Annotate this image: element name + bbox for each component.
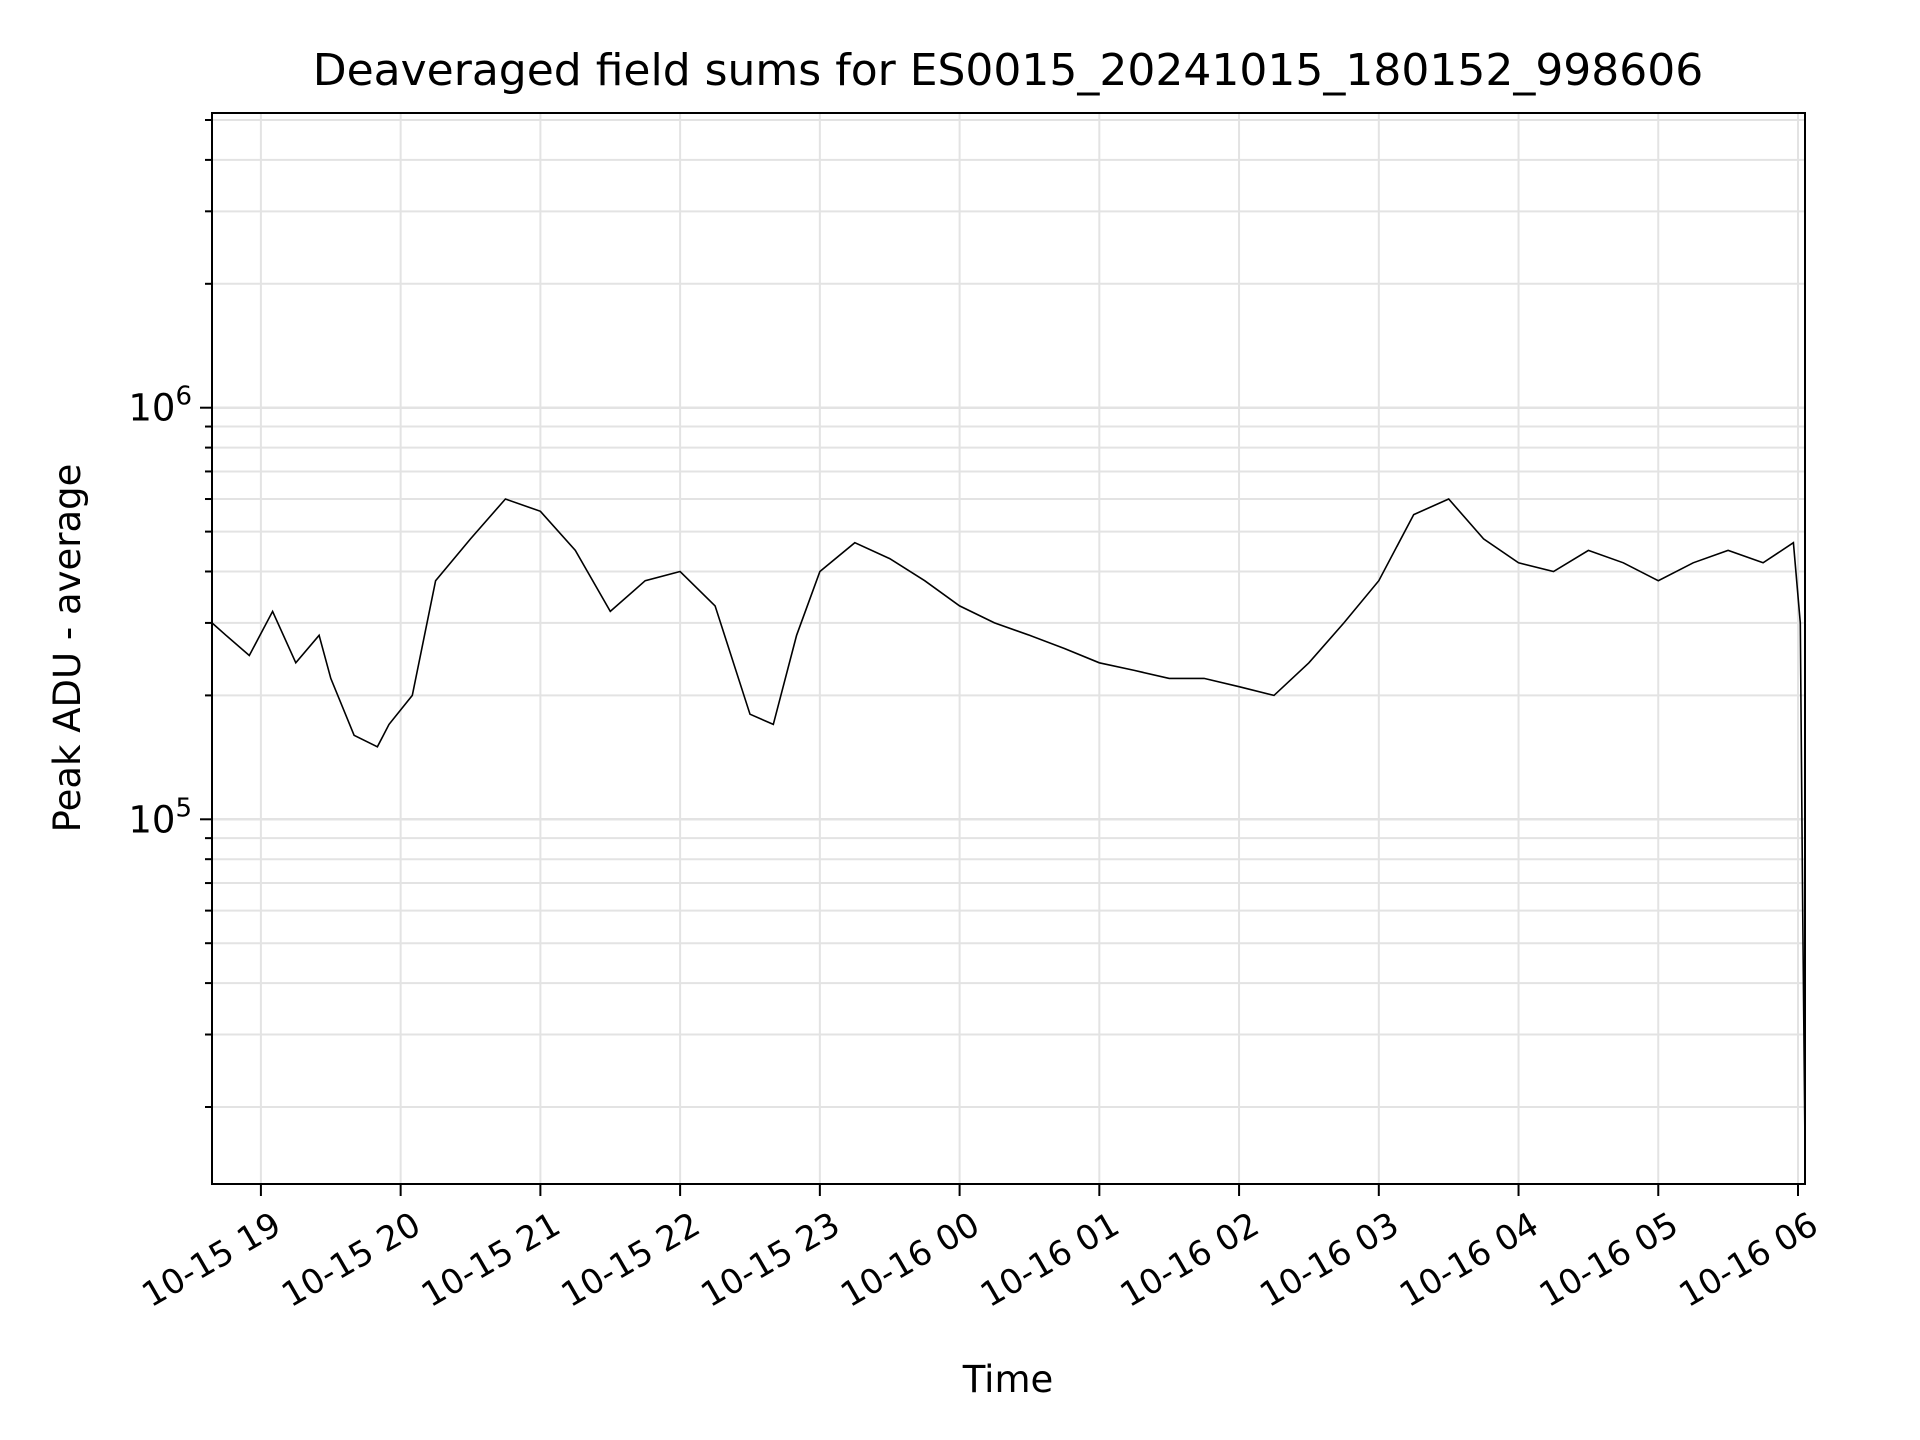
y-axis-label: Peak ADU - average <box>46 464 89 833</box>
data-series <box>211 498 1806 1147</box>
y-tick-label: 106 <box>128 382 192 430</box>
y-axis: 105 106 <box>128 119 212 1108</box>
y-tick-label: 105 <box>128 793 192 841</box>
grid <box>212 113 1805 1184</box>
series-line <box>211 498 1806 1147</box>
plot-frame <box>211 112 1806 1185</box>
x-axis-label: Time <box>962 1358 1054 1401</box>
chart-title: Deaveraged field sums for ES0015_2024101… <box>313 45 1704 96</box>
